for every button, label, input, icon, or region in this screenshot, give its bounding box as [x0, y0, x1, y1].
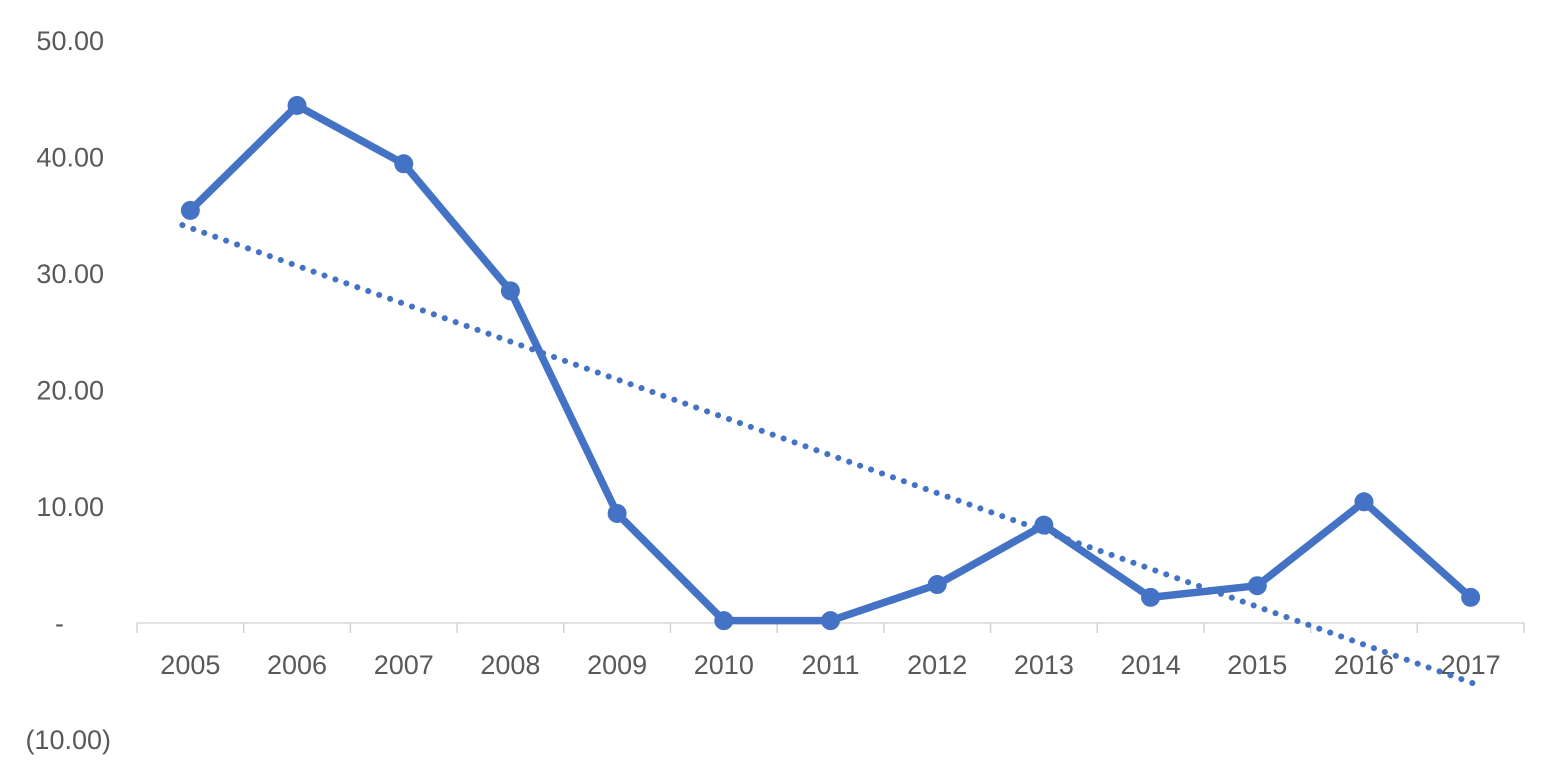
y-axis-label: 20.00: [36, 375, 104, 405]
data-point-marker: [1034, 515, 1054, 535]
data-point-marker: [180, 200, 200, 220]
y-axis-label: (10.00): [25, 725, 111, 755]
data-point-marker: [1141, 587, 1161, 607]
y-axis-label: 40.00: [36, 142, 104, 172]
y-axis-label: 50.00: [36, 26, 104, 56]
x-axis-label: 2009: [587, 650, 647, 680]
x-axis-label: 2005: [160, 650, 220, 680]
data-point-marker: [1354, 492, 1374, 512]
x-axis-label: 2016: [1334, 650, 1394, 680]
data-series-line: [186, 101, 1475, 625]
data-point-marker: [1461, 587, 1481, 607]
x-axis-label: 2006: [267, 650, 327, 680]
data-point-marker: [287, 96, 307, 116]
x-axis-label: 2012: [907, 650, 967, 680]
y-axis-label: -: [55, 609, 64, 639]
y-axis-label: 30.00: [36, 259, 104, 289]
x-axis-label: 2007: [374, 650, 434, 680]
x-axis-label: 2011: [801, 650, 859, 680]
trendline: [179, 222, 1484, 689]
data-point-marker: [1247, 576, 1267, 596]
data-point-marker: [927, 575, 947, 595]
data-point-marker: [394, 154, 414, 174]
x-axis-label: 2013: [1014, 650, 1074, 680]
data-point-marker: [607, 503, 627, 523]
data-point-marker: [500, 281, 520, 301]
x-axis-label: 2010: [694, 650, 754, 680]
x-axis-label: 2008: [480, 650, 540, 680]
data-point-marker: [821, 611, 840, 631]
data-point-marker: [714, 611, 734, 631]
x-axis-label: 2015: [1227, 650, 1287, 680]
x-axis-label: 2014: [1121, 650, 1181, 680]
y-axis-label: 10.00: [36, 492, 104, 522]
